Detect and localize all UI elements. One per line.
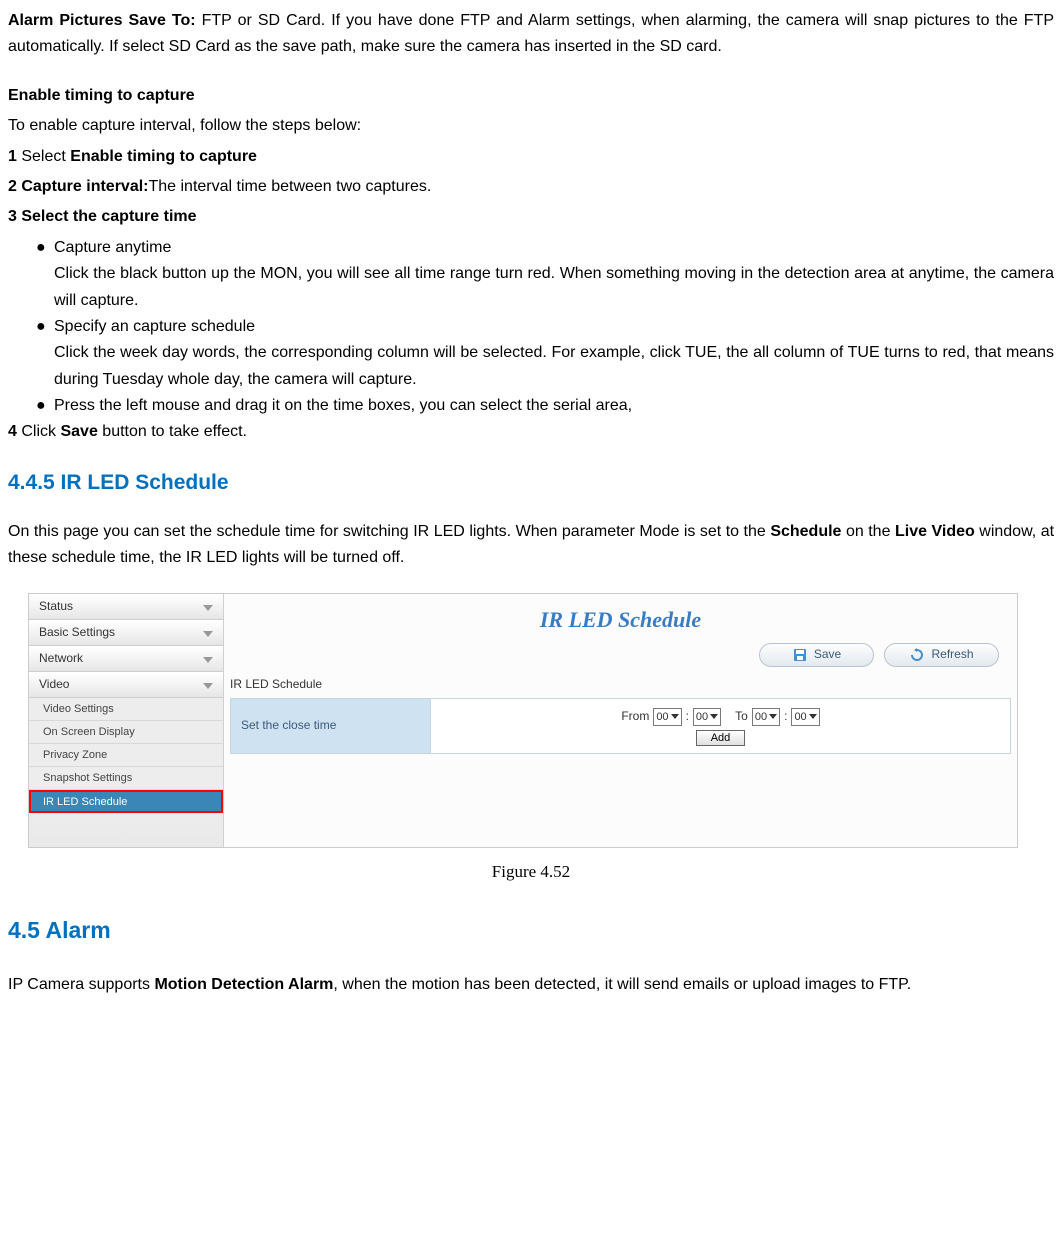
- bullet-3-title: Press the left mouse and drag it on the …: [54, 393, 1054, 419]
- heading-45: 4.5 Alarm: [8, 912, 1054, 950]
- step-4-save: Save: [60, 423, 97, 440]
- p445-m: on the: [841, 523, 895, 540]
- bullet-dot-icon: ●: [36, 393, 54, 419]
- step-1: 1 Select Enable timing to capture: [8, 144, 1054, 170]
- heading-445: 4.4.5 IR LED Schedule: [8, 466, 1054, 501]
- text-enable-intro: To enable capture interval, follow the s…: [8, 113, 1054, 139]
- para-alarm-save: Alarm Pictures Save To: FTP or SD Card. …: [8, 8, 1054, 61]
- settings-sidebar: Status Basic Settings Network Video Vide…: [29, 594, 224, 847]
- sidebar-sub-irled[interactable]: IR LED Schedule: [29, 790, 223, 813]
- step-4-num: 4: [8, 423, 17, 440]
- bullet-dot-icon: ●: [36, 314, 54, 340]
- p45-c: , when the motion has been detected, it …: [333, 976, 911, 993]
- bullet-1-body-row: Click the black button up the MON, you w…: [36, 261, 1054, 314]
- p45-b: Motion Detection Alarm: [154, 976, 333, 993]
- save-button-label: Save: [814, 645, 841, 665]
- schedule-form: Set the close time From 00 : 00 To 00 : …: [230, 698, 1011, 754]
- step-2-bold: 2 Capture interval:: [8, 178, 148, 195]
- step-1-bold: Enable timing to capture: [70, 148, 257, 165]
- bullet-2-title: Specify an capture schedule: [54, 314, 1054, 340]
- from-hour-select[interactable]: 00: [653, 708, 681, 726]
- p445-b2: Live Video: [895, 523, 975, 540]
- bullet-1-title: Capture anytime: [54, 235, 1054, 261]
- time-range-row: From 00 : 00 To 00 : 00: [621, 707, 819, 727]
- to-hour-select[interactable]: 00: [752, 708, 780, 726]
- to-min-select[interactable]: 00: [791, 708, 819, 726]
- heading-enable-timing: Enable timing to capture: [8, 83, 1054, 109]
- step-1-num: 1: [8, 148, 17, 165]
- label-alarm-save-to: Alarm Pictures Save To:: [8, 12, 196, 29]
- save-icon: [792, 647, 808, 663]
- add-button[interactable]: Add: [696, 730, 746, 746]
- chevron-down-icon: [769, 714, 777, 719]
- figure-caption: Figure 4.52: [8, 858, 1054, 886]
- bullet-3: ● Press the left mouse and drag it on th…: [36, 393, 1054, 419]
- step-4-t1: Click: [17, 423, 61, 440]
- step-2-text: The interval time between two captures.: [148, 178, 431, 195]
- sidebar-sub-privacy[interactable]: Privacy Zone: [29, 744, 223, 767]
- p45-a: IP Camera supports: [8, 976, 154, 993]
- bullet-dot-icon: ●: [36, 235, 54, 261]
- sidebar-item-video[interactable]: Video: [29, 672, 223, 698]
- page-title: IR LED Schedule: [224, 594, 1017, 638]
- para-445: On this page you can set the schedule ti…: [8, 519, 1054, 572]
- p445-a: On this page you can set the schedule ti…: [8, 523, 770, 540]
- step-3: 3 Select the capture time: [8, 204, 1054, 230]
- para-45: IP Camera supports Motion Detection Alar…: [8, 972, 1054, 998]
- step-4: 4 Click Save button to take effect.: [8, 419, 1054, 445]
- refresh-icon: [909, 647, 925, 663]
- chevron-down-icon: [710, 714, 718, 719]
- row-label: Set the close time: [231, 699, 431, 753]
- section-label: IR LED Schedule: [224, 673, 1017, 699]
- to-label: To: [735, 707, 748, 727]
- bullet-1: ● Capture anytime: [36, 235, 1054, 261]
- refresh-button[interactable]: Refresh: [884, 643, 999, 667]
- sidebar-item-network[interactable]: Network: [29, 646, 223, 672]
- save-button[interactable]: Save: [759, 643, 874, 667]
- sidebar-item-status[interactable]: Status: [29, 594, 223, 620]
- chevron-down-icon: [671, 714, 679, 719]
- bullet-2: ● Specify an capture schedule: [36, 314, 1054, 340]
- step-1-text: Select: [17, 148, 70, 165]
- sidebar-sub-osd[interactable]: On Screen Display: [29, 721, 223, 744]
- bullet-2-body: Click the week day words, the correspond…: [54, 340, 1054, 393]
- from-label: From: [621, 707, 649, 727]
- step-4-t2: button to take effect.: [98, 423, 247, 440]
- from-min-select[interactable]: 00: [693, 708, 721, 726]
- sidebar-sub-video-settings[interactable]: Video Settings: [29, 698, 223, 721]
- ir-led-screenshot: Status Basic Settings Network Video Vide…: [28, 593, 1018, 848]
- main-pane: IR LED Schedule Save Refresh IR LED Sche…: [224, 594, 1017, 847]
- p445-b1: Schedule: [770, 523, 841, 540]
- refresh-button-label: Refresh: [931, 645, 973, 665]
- step-2: 2 Capture interval:The interval time bet…: [8, 174, 1054, 200]
- chevron-down-icon: [809, 714, 817, 719]
- bullet-1-body: Click the black button up the MON, you w…: [54, 261, 1054, 314]
- bullet-2-body-row: Click the week day words, the correspond…: [36, 340, 1054, 393]
- sidebar-item-basic[interactable]: Basic Settings: [29, 620, 223, 646]
- sidebar-sub-snapshot[interactable]: Snapshot Settings: [29, 767, 223, 790]
